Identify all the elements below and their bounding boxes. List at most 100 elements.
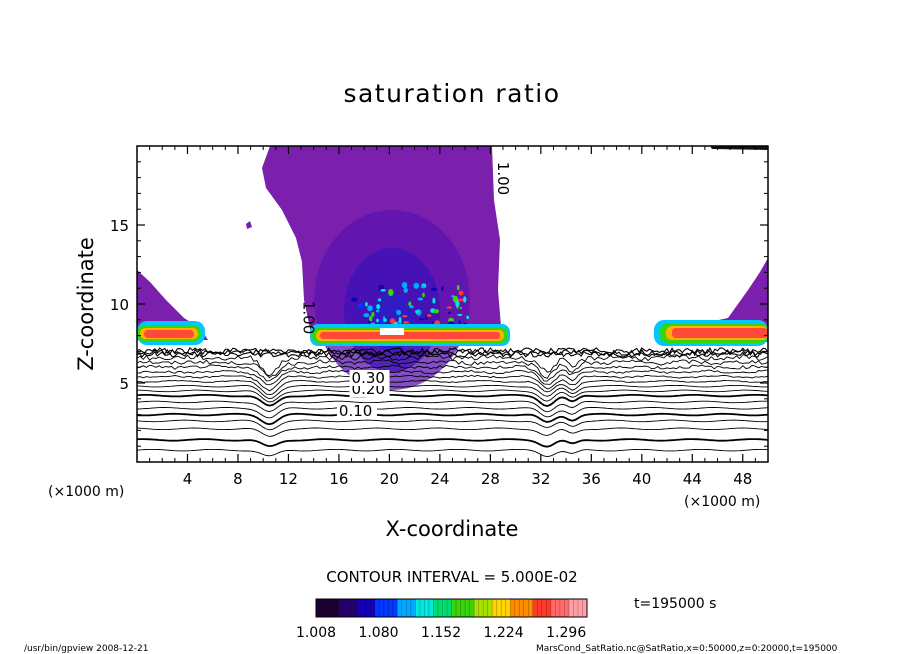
cloud-layer-left [137, 321, 205, 345]
plume-speckle [459, 306, 463, 310]
contour-line [137, 407, 768, 419]
contour-label-bg [349, 370, 390, 386]
y-tick-label: 15 [110, 217, 129, 235]
colorbar-swatch [343, 599, 348, 617]
x-tick-label: 24 [430, 470, 449, 488]
plume-speckle [363, 313, 370, 318]
colorbar-swatch [492, 599, 497, 617]
plume-speckle [380, 289, 386, 292]
contour-line [137, 384, 768, 400]
x-tick-label: 12 [279, 470, 298, 488]
colorbar-swatch [546, 599, 552, 617]
colorbar-swatch [505, 599, 511, 617]
colorbar-swatch [388, 599, 394, 617]
colorbar-swatch [478, 599, 484, 617]
colorbar-swatch [469, 599, 475, 617]
plume-speckle [413, 282, 420, 289]
contour-line [137, 394, 768, 407]
y-tick-label: 10 [110, 296, 129, 314]
y-axis-label: Z-coordinate [74, 237, 98, 371]
colorbar-tick-label: 1.224 [484, 625, 524, 641]
colorbar-swatch [397, 599, 403, 617]
supersaturated-speck [246, 221, 252, 229]
colorbar-swatch [347, 599, 353, 617]
plume-speckle [371, 312, 375, 317]
colorbar-swatch [379, 599, 385, 617]
plume-speckle [458, 298, 464, 302]
colorbar-swatch [428, 599, 434, 617]
colorbar-swatch [442, 599, 448, 617]
contour-label-bg [336, 403, 377, 420]
colorbar-swatch [456, 599, 461, 617]
colorbar-swatch [329, 599, 335, 617]
plume-speckle [365, 302, 368, 307]
colorbar-swatch [446, 599, 452, 617]
colorbar-swatch [392, 599, 398, 617]
plot-area [137, 146, 768, 458]
contour-line [137, 448, 768, 458]
contour-line [137, 389, 768, 403]
x-tick-label: 32 [531, 470, 550, 488]
contour-line [137, 359, 768, 379]
y-tick-label: 5 [119, 375, 129, 393]
contour-label: 1.00 [494, 162, 512, 195]
colorbar-swatch [316, 599, 321, 617]
colorbar-swatch [383, 599, 389, 617]
colorbar-swatch [573, 599, 579, 617]
x-tick-label: 20 [380, 470, 399, 488]
plume-speckle [389, 318, 396, 324]
contour-label: 1.00 [300, 301, 318, 334]
plume-speckle [377, 298, 382, 302]
footer-right: MarsCond_SatRatio.nc@SatRatio,x=0:50000,… [536, 644, 838, 654]
colorbar-swatch [325, 599, 330, 617]
contour-line [137, 379, 768, 396]
contour-line [137, 400, 768, 413]
colorbar-swatch [460, 599, 466, 617]
contour-line [137, 412, 768, 426]
colorbar-swatch [361, 599, 366, 617]
colorbar-swatch [523, 599, 529, 617]
colorbar-swatch [451, 599, 457, 617]
x-tick-label: 8 [233, 470, 243, 488]
cloud-layer-right [654, 320, 768, 346]
colorbar-swatch [356, 599, 362, 617]
colorbar-tick-label: 1.080 [358, 625, 398, 641]
contour-label: 0.30 [352, 369, 385, 387]
colorbar-swatch [577, 599, 583, 617]
plume-speckle [430, 287, 438, 291]
plume-speckle [403, 287, 409, 293]
colorbar-swatch [559, 599, 565, 617]
plume-speckle [396, 309, 402, 316]
plume-speckle [422, 292, 425, 298]
contour-line [137, 438, 768, 448]
colorbar-swatch [532, 599, 538, 617]
colorbar-tick-label: 1.008 [296, 625, 336, 641]
colorbar-swatch [514, 599, 520, 617]
plume-speckle [433, 309, 440, 314]
colorbar-swatch [541, 599, 547, 617]
y-axis: 5 10 15 [110, 161, 768, 447]
colorbar-swatch [352, 599, 357, 617]
plume-speckle [376, 318, 379, 323]
plume-speckle [457, 313, 463, 316]
plume-speckle [358, 303, 362, 310]
colorbar-swatch [501, 599, 506, 617]
plume-speckle [408, 301, 412, 307]
x-tick-label: 36 [582, 470, 601, 488]
colorbar-swatch [474, 599, 479, 617]
plume-speckle [432, 297, 436, 304]
plume-speckle [417, 297, 424, 301]
colorbar-swatch [419, 599, 425, 617]
contour-line [137, 354, 768, 377]
colorbar-swatch [528, 599, 534, 617]
plume-speckle [466, 315, 469, 320]
x-tick-label: 4 [183, 470, 193, 488]
time-label: t=195000 s [634, 596, 716, 612]
plume-speckle [403, 321, 410, 324]
colorbar-swatch [433, 599, 439, 617]
colorbar-tick-label: 1.152 [421, 625, 461, 641]
x-tick-label: 28 [481, 470, 500, 488]
plume-speckle [446, 306, 453, 309]
plume-speckle [456, 285, 460, 291]
